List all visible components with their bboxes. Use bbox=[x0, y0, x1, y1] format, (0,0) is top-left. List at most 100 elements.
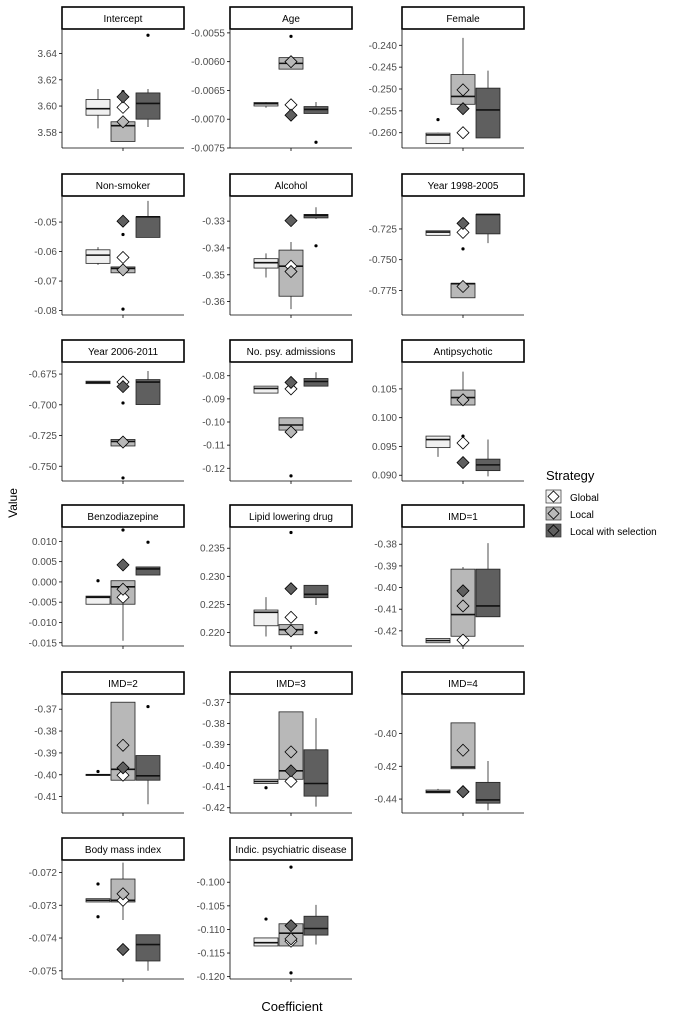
panel-strip bbox=[61, 837, 185, 861]
panel-alcohol: Alcohol -0.36 -0.35 -0.34 -0.33 bbox=[202, 173, 353, 318]
box-local_selection bbox=[135, 934, 161, 971]
y-tick-label: -0.08 bbox=[34, 306, 57, 317]
mean-diamond-local_selection bbox=[456, 584, 470, 598]
y-tick-label: -0.100 bbox=[197, 878, 226, 889]
mean-diamond-local bbox=[456, 83, 470, 97]
legend-label-local: Local bbox=[570, 510, 594, 521]
panel-title: IMD=2 bbox=[108, 679, 138, 690]
box-iqr bbox=[425, 435, 451, 449]
outlier-point bbox=[146, 33, 150, 37]
legend-item-local-selection: Local with selection bbox=[545, 523, 657, 538]
legend-label-local-selection: Local with selection bbox=[570, 527, 657, 538]
y-tick-label: -0.44 bbox=[374, 795, 397, 806]
mean-diamond-local_selection bbox=[284, 764, 298, 778]
mean-diamond-local bbox=[456, 393, 470, 407]
box-global bbox=[253, 101, 279, 108]
outlier-point bbox=[289, 474, 293, 478]
panel-strip bbox=[401, 339, 525, 363]
mean-diamond-local_selection bbox=[456, 456, 470, 470]
y-tick-label: -0.0065 bbox=[191, 86, 225, 97]
box-global bbox=[85, 380, 111, 385]
outlier-point bbox=[289, 865, 293, 869]
box-global bbox=[253, 253, 279, 278]
box-local_selection bbox=[135, 370, 161, 405]
mean-diamond-global bbox=[116, 768, 130, 782]
y-tick-label: -0.250 bbox=[369, 85, 398, 96]
mean-diamond-global bbox=[456, 225, 470, 239]
panel-title: IMD=1 bbox=[448, 512, 478, 523]
y-tick-label: -0.240 bbox=[369, 41, 398, 52]
panel-strip bbox=[61, 504, 185, 528]
legend-label-global: Global bbox=[570, 493, 599, 504]
mean-diamond-local bbox=[284, 745, 298, 759]
y-tick-label: -0.37 bbox=[202, 698, 225, 709]
mean-diamond-local bbox=[116, 115, 130, 129]
y-tick-label: -0.750 bbox=[369, 255, 398, 266]
mean-diamond-local_selection bbox=[284, 582, 298, 596]
mean-diamond-global bbox=[116, 100, 130, 114]
y-tick-label: -0.40 bbox=[374, 729, 397, 740]
y-tick-label: -0.38 bbox=[374, 540, 397, 551]
box-local_selection bbox=[475, 213, 501, 244]
legend-title: Strategy bbox=[546, 468, 595, 483]
box-global bbox=[85, 247, 111, 265]
mean-diamond-local_selection bbox=[116, 380, 130, 394]
y-tick-label: -0.725 bbox=[369, 224, 398, 235]
box-iqr bbox=[135, 934, 161, 962]
box-global bbox=[85, 882, 111, 919]
mean-diamond-local bbox=[284, 425, 298, 439]
outlier-point bbox=[96, 882, 100, 886]
panel-body-mass-index: Body mass index -0.075 -0.074 -0.073 -0.072 bbox=[29, 837, 185, 982]
box-global bbox=[253, 917, 279, 947]
y-tick-label: 0.010 bbox=[32, 537, 57, 548]
y-tick-label: -0.0075 bbox=[191, 144, 225, 155]
y-tick-label: -0.42 bbox=[202, 803, 225, 814]
box-iqr bbox=[135, 566, 161, 576]
mean-diamond-local bbox=[284, 624, 298, 638]
outlier-point bbox=[264, 786, 268, 790]
panel-benzodiazepine: Benzodiazepine -0.015 -0.010 -0.005 0.000 0.0… bbox=[29, 504, 185, 649]
y-tick-label: 0.105 bbox=[372, 384, 397, 395]
panel-title: IMD=4 bbox=[448, 679, 478, 690]
y-tick-label: -0.110 bbox=[197, 925, 225, 936]
y-axis-title: Value bbox=[6, 488, 20, 518]
box-iqr bbox=[253, 385, 279, 394]
y-tick-label: -0.015 bbox=[29, 638, 58, 649]
y-tick-label: 0.220 bbox=[200, 628, 225, 639]
y-tick-label: 0.100 bbox=[372, 413, 397, 424]
box-global bbox=[253, 778, 279, 790]
outlier-point bbox=[314, 244, 318, 248]
y-tick-label: -0.09 bbox=[202, 394, 225, 405]
y-tick-label: -0.750 bbox=[29, 462, 58, 473]
y-tick-label: -0.35 bbox=[202, 270, 225, 281]
mean-diamond-local bbox=[456, 743, 470, 757]
panel-strip bbox=[61, 173, 185, 197]
outlier-point bbox=[96, 915, 100, 919]
box-local_selection bbox=[135, 200, 161, 238]
mean-diamond-local_selection bbox=[456, 785, 470, 799]
y-tick-label: -0.005 bbox=[29, 598, 58, 609]
panel-strip bbox=[229, 837, 353, 861]
y-tick-label: -0.775 bbox=[369, 286, 398, 297]
mean-diamond-local bbox=[284, 264, 298, 279]
y-tick-label: -0.260 bbox=[369, 128, 398, 139]
y-tick-label: -0.41 bbox=[202, 782, 225, 793]
box-global bbox=[85, 89, 111, 129]
panel-strip bbox=[61, 6, 185, 30]
y-tick-label: -0.06 bbox=[34, 247, 57, 258]
y-tick-label: -0.010 bbox=[29, 618, 58, 629]
y-tick-label: 3.64 bbox=[38, 49, 58, 60]
mean-diamond-local_selection bbox=[116, 90, 130, 104]
box-iqr bbox=[85, 249, 111, 264]
panel-strip bbox=[61, 339, 185, 363]
panel-strip bbox=[229, 6, 353, 30]
box-iqr bbox=[135, 216, 161, 238]
box-local_selection bbox=[303, 372, 329, 387]
box-global bbox=[253, 597, 279, 637]
panel-no-psy-admissions: No. psy. admissions -0.12 -0.11 -0.10 -0.09 -… bbox=[202, 339, 353, 484]
box-iqr bbox=[135, 92, 161, 120]
box-global bbox=[425, 788, 451, 794]
mean-diamond-local_selection bbox=[116, 761, 130, 775]
outlier-point bbox=[146, 704, 150, 709]
box-local_selection bbox=[135, 33, 161, 128]
